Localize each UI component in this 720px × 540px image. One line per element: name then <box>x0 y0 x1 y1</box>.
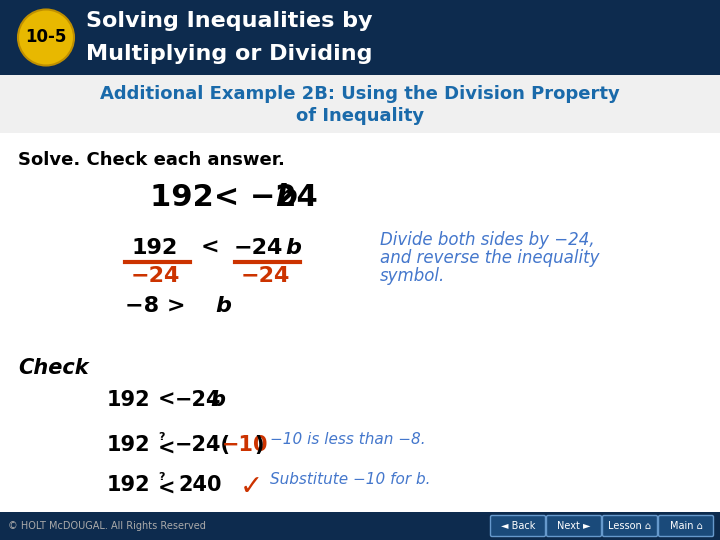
Text: symbol.: symbol. <box>380 267 445 285</box>
Text: −24: −24 <box>233 238 283 258</box>
Text: b: b <box>275 184 297 213</box>
FancyBboxPatch shape <box>0 512 720 540</box>
Text: Divide both sides by −24,: Divide both sides by −24, <box>380 231 595 249</box>
Text: ◄ Back: ◄ Back <box>501 521 535 531</box>
FancyBboxPatch shape <box>0 75 720 133</box>
Text: b: b <box>285 238 301 258</box>
Text: 192: 192 <box>107 475 150 495</box>
Text: ?: ? <box>158 472 164 482</box>
FancyBboxPatch shape <box>603 516 657 537</box>
Text: −24: −24 <box>175 390 222 410</box>
Text: ): ) <box>254 435 264 455</box>
Text: Main ⌂: Main ⌂ <box>670 521 703 531</box>
Text: of Inequality: of Inequality <box>296 106 424 125</box>
FancyBboxPatch shape <box>659 516 714 537</box>
FancyBboxPatch shape <box>0 0 720 75</box>
Text: Additional Example 2B: Using the Division Property: Additional Example 2B: Using the Divisio… <box>100 85 620 103</box>
Text: Lesson ⌂: Lesson ⌂ <box>608 521 652 531</box>
Text: Check: Check <box>18 358 89 378</box>
Text: b: b <box>210 390 225 410</box>
Text: Solve. Check each answer.: Solve. Check each answer. <box>18 151 285 169</box>
Text: and reverse the inequality: and reverse the inequality <box>380 249 600 267</box>
Text: <: < <box>158 479 176 499</box>
Text: −10: −10 <box>222 435 269 455</box>
Text: Solving Inequalities by: Solving Inequalities by <box>86 11 372 31</box>
Text: Next ►: Next ► <box>557 521 590 531</box>
Text: 240: 240 <box>178 475 222 495</box>
Text: 192< −24: 192< −24 <box>150 184 318 213</box>
Text: Substitute −10 for b.: Substitute −10 for b. <box>270 471 431 487</box>
Text: −10 is less than −8.: −10 is less than −8. <box>270 431 426 447</box>
Text: 192: 192 <box>107 435 150 455</box>
Text: 192: 192 <box>107 390 150 410</box>
Text: −8 >: −8 > <box>125 296 185 316</box>
Text: b: b <box>215 296 231 316</box>
Text: −24: −24 <box>130 266 180 286</box>
Circle shape <box>18 10 74 65</box>
Text: −24: −24 <box>240 266 289 286</box>
Text: © HOLT McDOUGAL. All Rights Reserved: © HOLT McDOUGAL. All Rights Reserved <box>8 521 206 531</box>
Text: <: < <box>201 238 220 258</box>
Text: 10-5: 10-5 <box>25 29 67 46</box>
Text: <: < <box>158 390 176 410</box>
FancyBboxPatch shape <box>546 516 601 537</box>
Text: ?: ? <box>158 432 164 442</box>
FancyBboxPatch shape <box>490 516 546 537</box>
Text: Multiplying or Dividing: Multiplying or Dividing <box>86 44 372 64</box>
Text: 192: 192 <box>132 238 178 258</box>
Text: −24(: −24( <box>175 435 231 455</box>
Text: ✓: ✓ <box>240 473 264 501</box>
Text: <: < <box>158 439 176 459</box>
